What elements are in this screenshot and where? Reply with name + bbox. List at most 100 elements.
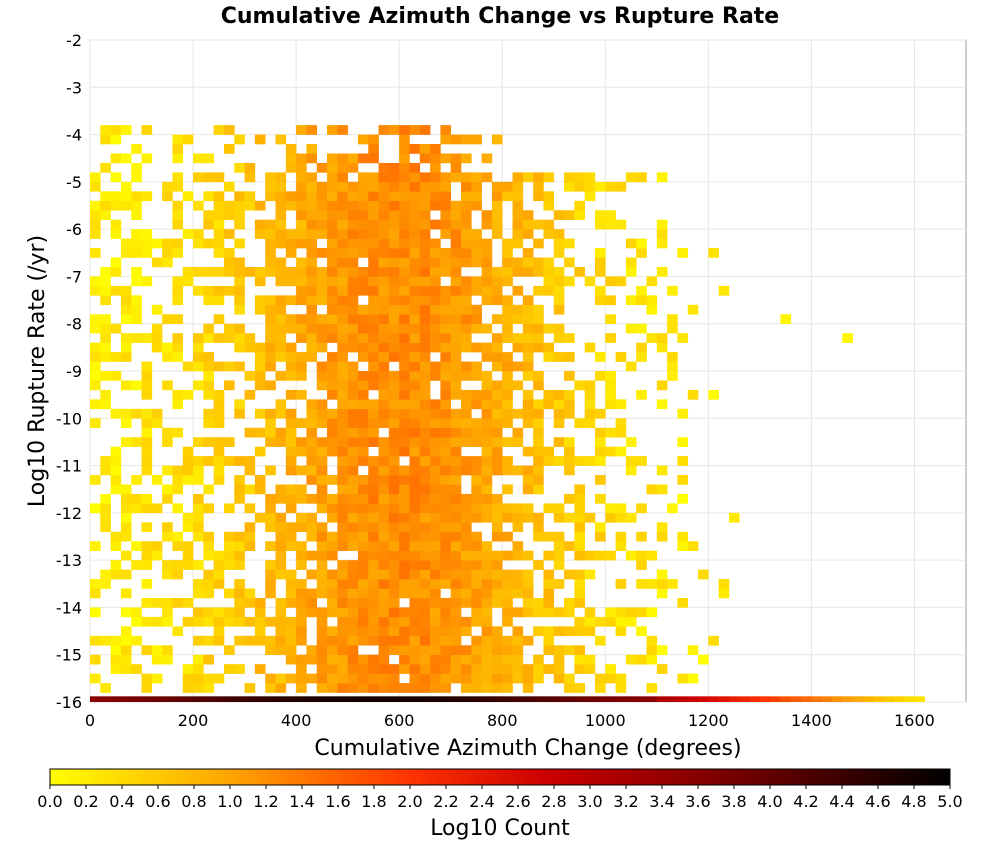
- heatmap-cell-bottom-row: [564, 696, 575, 702]
- heatmap-cell: [306, 475, 318, 485]
- heatmap-cell: [120, 484, 132, 495]
- heatmap-cell: [440, 191, 452, 202]
- heatmap-cell: [594, 352, 606, 362]
- heatmap-cell: [110, 352, 122, 362]
- heatmap-cell: [357, 664, 369, 674]
- heatmap-cell: [357, 522, 369, 533]
- heatmap-cell: [193, 437, 204, 447]
- heatmap-cell: [368, 560, 379, 570]
- heatmap-cell: [481, 295, 493, 306]
- heatmap-cell: [296, 550, 307, 561]
- heatmap-cell: [162, 437, 173, 447]
- heatmap-cell: [594, 408, 606, 419]
- heatmap-cell-bottom-row: [605, 696, 616, 702]
- heatmap-cell: [667, 352, 678, 362]
- heatmap-cell: [430, 475, 441, 485]
- heatmap-cell: [203, 607, 214, 618]
- heatmap-cell: [347, 484, 359, 495]
- heatmap-cell: [461, 238, 472, 249]
- heatmap-cell: [151, 654, 163, 665]
- heatmap-cell: [347, 191, 359, 202]
- heatmap-cell: [203, 266, 214, 277]
- heatmap-cell: [388, 635, 400, 646]
- heatmap-cell: [502, 248, 513, 258]
- heatmap-cell: [223, 560, 235, 570]
- heatmap-cell: [481, 541, 493, 551]
- heatmap-cell: [316, 181, 328, 192]
- heatmap-cell: [213, 266, 225, 277]
- y-tick-label: -11: [56, 457, 82, 476]
- heatmap-cell: [471, 427, 482, 438]
- heatmap-cell: [368, 323, 379, 334]
- heatmap-cell: [399, 238, 410, 249]
- heatmap-cell-bottom-row: [687, 696, 699, 702]
- heatmap-cell: [553, 550, 565, 561]
- heatmap-cell: [399, 645, 410, 656]
- heatmap-cell: [378, 597, 390, 608]
- heatmap-cell: [409, 437, 421, 447]
- heatmap-cell: [512, 285, 524, 296]
- heatmap-cell: [378, 248, 390, 258]
- heatmap-cell: [90, 210, 101, 220]
- heatmap-cell: [481, 172, 493, 183]
- heatmap-cell: [553, 399, 565, 410]
- heatmap-cell: [316, 266, 328, 277]
- heatmap-cell: [265, 569, 276, 580]
- heatmap-cell: [491, 266, 503, 277]
- heatmap-cell: [522, 550, 534, 561]
- heatmap-cell: [90, 399, 101, 410]
- heatmap-cell: [131, 144, 142, 154]
- colorbar-tick-label: 0.0: [37, 792, 62, 811]
- heatmap-cell: [656, 380, 668, 391]
- heatmap-cell: [502, 531, 513, 542]
- heatmap-cell: [667, 323, 678, 334]
- colorbar-tick-label: 0.2: [73, 792, 98, 811]
- heatmap-cell: [347, 579, 359, 589]
- heatmap-cell: [502, 588, 513, 599]
- heatmap-cell: [285, 352, 297, 362]
- heatmap-cell: [533, 333, 544, 343]
- heatmap-cell: [378, 484, 390, 495]
- heatmap-cell: [399, 522, 410, 533]
- heatmap-cell-bottom-row: [636, 696, 647, 702]
- heatmap-cell: [265, 465, 276, 476]
- heatmap-cell: [151, 616, 163, 627]
- heatmap-cell: [275, 314, 287, 325]
- heatmap-cell: [471, 550, 482, 561]
- heatmap-cell: [399, 200, 410, 211]
- heatmap-cell: [337, 616, 348, 627]
- heatmap-cell: [275, 333, 287, 343]
- heatmap-cell: [450, 550, 462, 561]
- heatmap-cell: [388, 295, 400, 306]
- heatmap-cell: [399, 314, 410, 325]
- heatmap-cell: [491, 134, 503, 145]
- heatmap-cell: [491, 560, 503, 570]
- heatmap-cell: [337, 153, 348, 164]
- heatmap-cell: [388, 276, 400, 287]
- heatmap-cell: [327, 323, 338, 334]
- heatmap-cell: [553, 229, 565, 239]
- heatmap-cell: [481, 153, 493, 164]
- heatmap-cell: [399, 304, 410, 315]
- heatmap-cell: [378, 635, 390, 646]
- heatmap-cell: [162, 607, 173, 618]
- heatmap-cell: [316, 579, 328, 589]
- heatmap-cell: [172, 597, 184, 608]
- heatmap-cell: [440, 210, 452, 220]
- heatmap-cell: [388, 512, 400, 523]
- heatmap-cell: [368, 200, 379, 211]
- heatmap-cell: [399, 541, 410, 551]
- heatmap-cell-bottom-row: [172, 696, 184, 702]
- heatmap-cell: [306, 229, 318, 239]
- heatmap-cell: [234, 484, 245, 495]
- heatmap-cell: [543, 531, 555, 542]
- heatmap-cell: [543, 352, 555, 362]
- heatmap-cell: [337, 673, 348, 684]
- heatmap-cell: [409, 210, 421, 220]
- heatmap-cell: [141, 153, 153, 164]
- heatmap-cell: [316, 446, 328, 457]
- heatmap-cell: [564, 645, 575, 656]
- heatmap-cell: [316, 664, 328, 674]
- heatmap-cell: [636, 503, 647, 514]
- heatmap-cell: [162, 380, 173, 391]
